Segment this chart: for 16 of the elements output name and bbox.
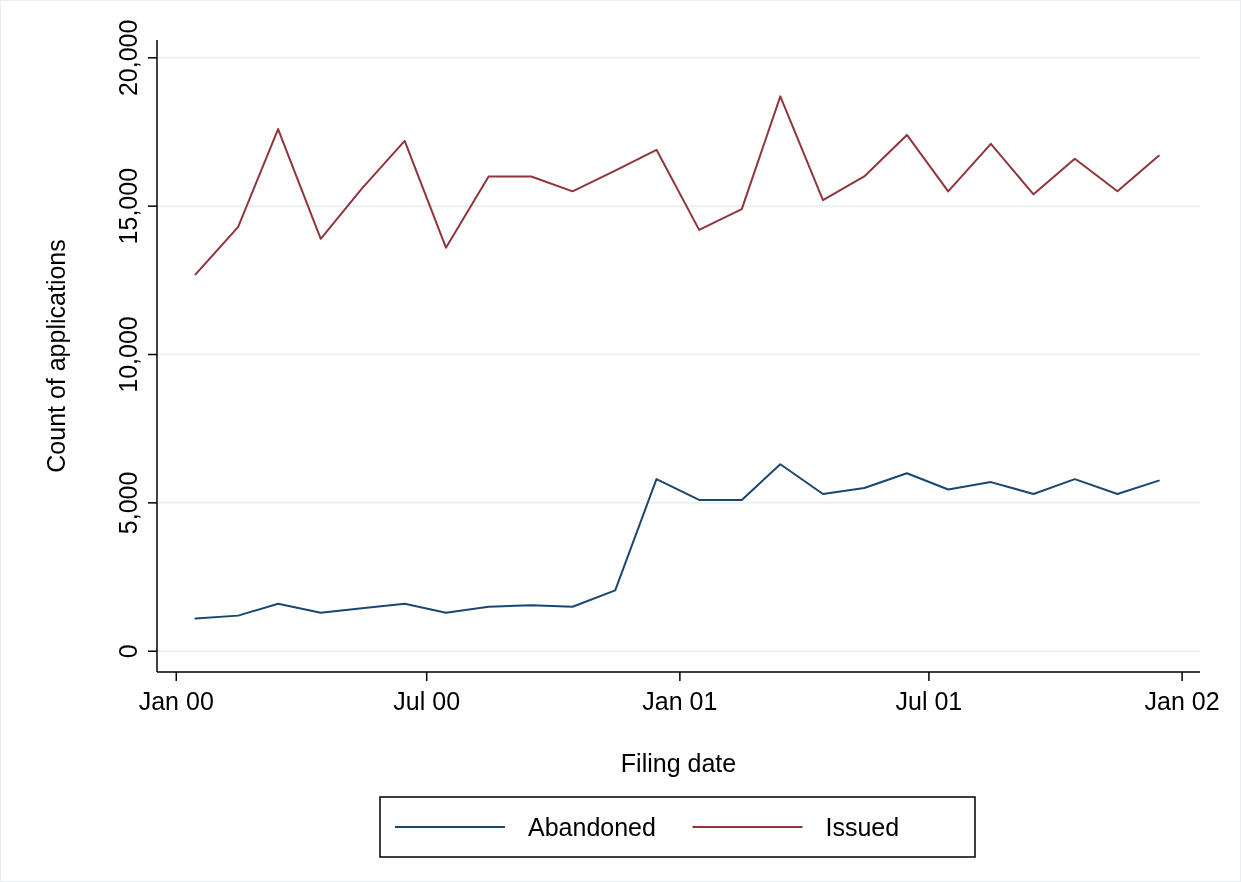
- legend-label: Abandoned: [528, 813, 656, 841]
- y-tick-label: 20,000: [114, 19, 142, 97]
- line-series: [194, 463, 1160, 620]
- x-tick-label: Jul 00: [393, 687, 461, 715]
- x-tick-label: Jan 02: [1144, 687, 1220, 715]
- line-series: [194, 95, 1160, 276]
- y-tick-label: 10,000: [114, 316, 142, 393]
- y-axis-title: Count of applications: [42, 239, 70, 473]
- y-tick-label: 5,000: [114, 471, 142, 535]
- y-tick-label: 0: [114, 644, 142, 659]
- x-tick-label: Jan 01: [642, 687, 718, 715]
- y-tick-label: 15,000: [114, 167, 142, 245]
- x-tick-label: Jul 01: [895, 687, 963, 715]
- x-axis-title: Filing date: [620, 749, 737, 777]
- legend-label: Issued: [825, 813, 900, 841]
- x-tick-label: Jan 00: [138, 687, 214, 715]
